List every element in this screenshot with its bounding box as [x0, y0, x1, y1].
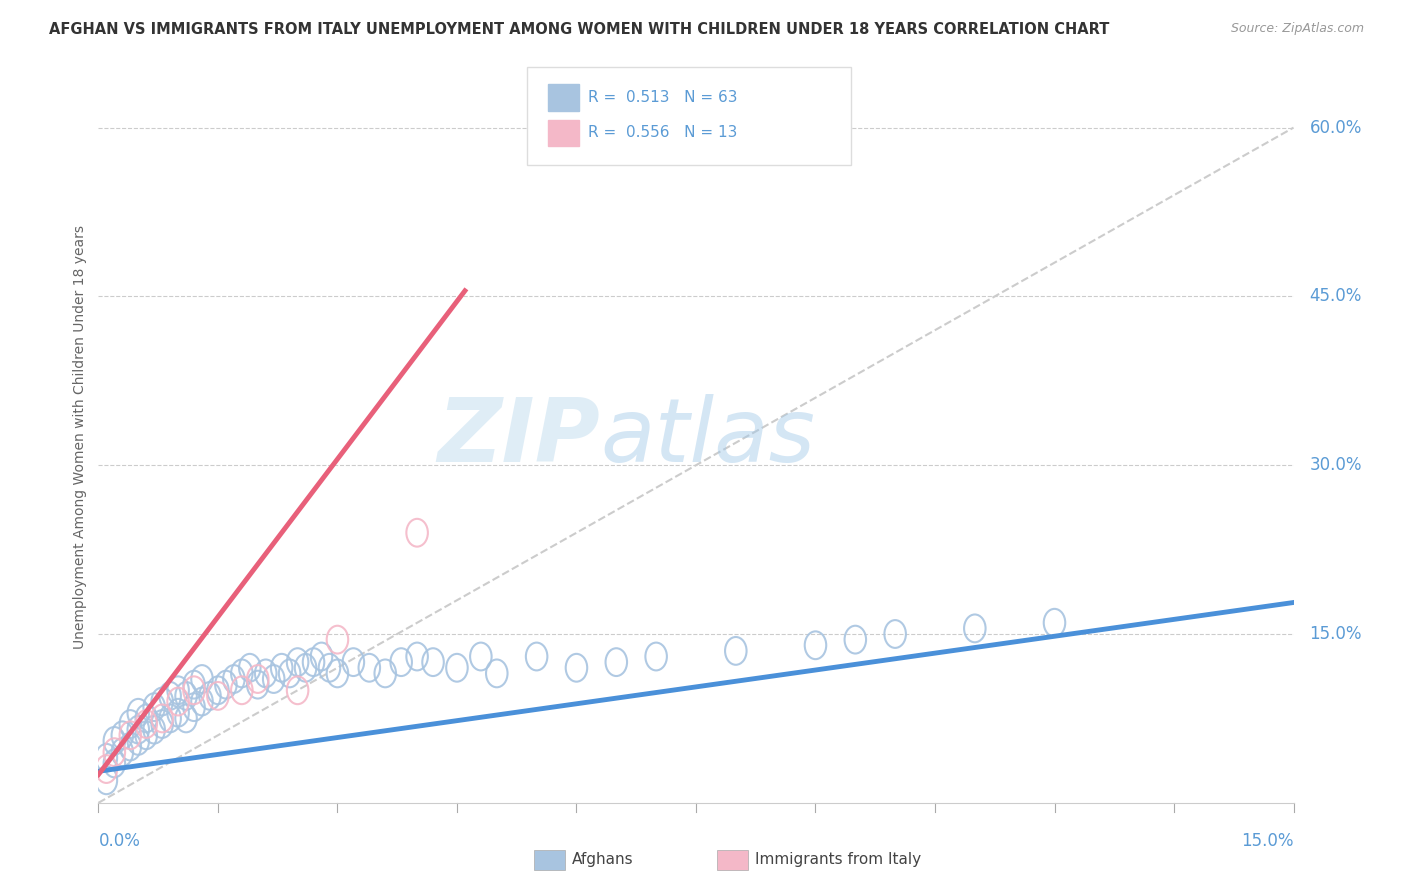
Text: 30.0%: 30.0% [1309, 456, 1362, 475]
Y-axis label: Unemployment Among Women with Children Under 18 years: Unemployment Among Women with Children U… [73, 225, 87, 649]
Text: R =  0.513   N = 63: R = 0.513 N = 63 [588, 90, 737, 104]
Text: 45.0%: 45.0% [1309, 287, 1362, 305]
Text: 15.0%: 15.0% [1309, 625, 1362, 643]
Text: atlas: atlas [600, 394, 815, 480]
Text: 0.0%: 0.0% [98, 832, 141, 850]
Text: 60.0%: 60.0% [1309, 119, 1362, 136]
Text: Source: ZipAtlas.com: Source: ZipAtlas.com [1230, 22, 1364, 36]
Text: ZIP: ZIP [437, 393, 600, 481]
Text: 15.0%: 15.0% [1241, 832, 1294, 850]
Text: R =  0.556   N = 13: R = 0.556 N = 13 [588, 126, 737, 140]
Text: Immigrants from Italy: Immigrants from Italy [755, 853, 921, 867]
Text: AFGHAN VS IMMIGRANTS FROM ITALY UNEMPLOYMENT AMONG WOMEN WITH CHILDREN UNDER 18 : AFGHAN VS IMMIGRANTS FROM ITALY UNEMPLOY… [49, 22, 1109, 37]
Text: Afghans: Afghans [572, 853, 634, 867]
